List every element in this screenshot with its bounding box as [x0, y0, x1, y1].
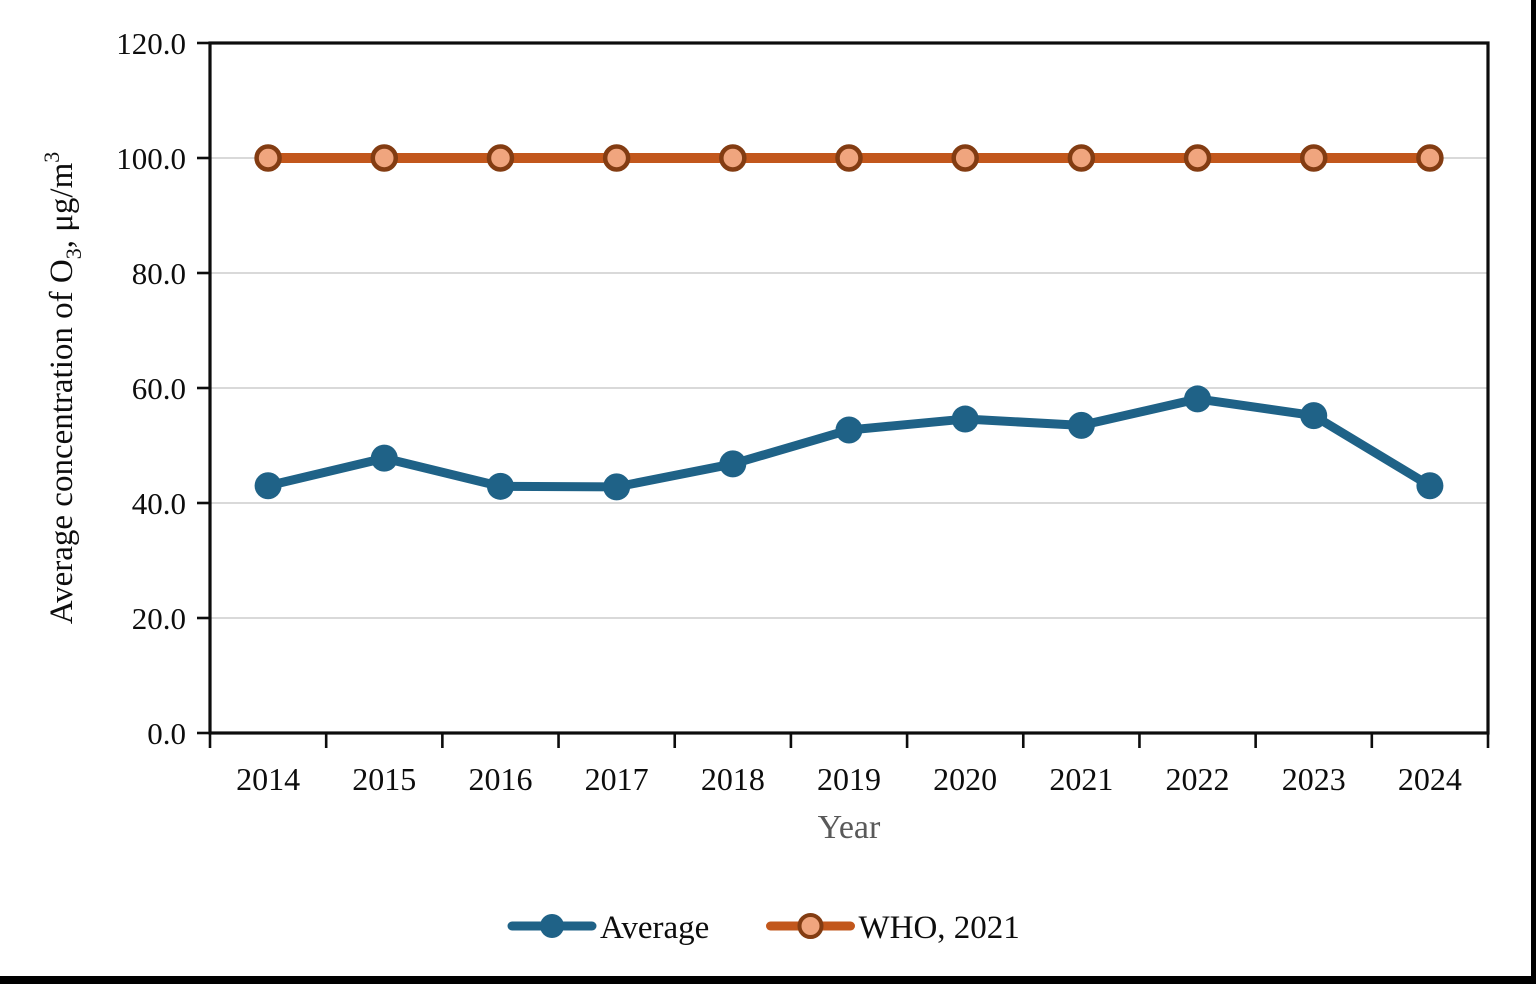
x-tick-label: 2018 — [701, 761, 765, 797]
legend-marker-average — [540, 914, 564, 938]
legend-item-who-2021: WHO, 2021 — [766, 910, 1020, 946]
y-tick-label: 0.0 — [147, 716, 186, 751]
y-tick-label: 20.0 — [132, 601, 186, 636]
legend-label-who-2021: WHO, 2021 — [859, 910, 1020, 946]
x-tick-label: 2015 — [352, 761, 416, 797]
x-tick-label: 2014 — [236, 761, 300, 797]
y-axis-title: Average concentration of O3, μg/m3 — [39, 152, 86, 625]
x-tick-label: 2017 — [585, 761, 649, 797]
x-tick-label: 2020 — [933, 761, 997, 797]
x-tick-label: 2022 — [1166, 761, 1230, 797]
y-tick-label: 120.0 — [116, 26, 186, 61]
data-point-average — [1184, 385, 1212, 413]
data-point-who-2021 — [254, 144, 282, 172]
data-point-who-2021 — [719, 144, 747, 172]
legend-item-average: Average — [507, 910, 709, 946]
data-point-who-2021 — [486, 144, 515, 172]
plot-border — [208, 41, 1490, 735]
data-point-average — [254, 472, 282, 500]
x-tick-label: 2021 — [1049, 761, 1113, 797]
legend-marker-who-2021 — [797, 913, 824, 939]
data-point-average — [835, 416, 863, 444]
data-point-who-2021 — [1416, 144, 1444, 172]
data-point-average — [719, 450, 747, 478]
x-axis-title: Year — [818, 809, 881, 846]
screen-edge-bar-right — [1531, 0, 1536, 984]
x-tick-label: 2019 — [817, 761, 881, 797]
screen-edge-bar-bottom — [0, 976, 1536, 984]
data-point-who-2021 — [370, 144, 399, 172]
y-tick-label: 60.0 — [132, 371, 186, 406]
y-tick-label: 40.0 — [132, 486, 186, 521]
data-point-average — [1416, 472, 1444, 500]
data-point-who-2021 — [951, 144, 979, 172]
x-tick-label: 2024 — [1398, 761, 1462, 797]
data-point-average — [1067, 411, 1095, 439]
data-point-who-2021 — [602, 144, 631, 172]
y-tick-label: 100.0 — [116, 141, 186, 176]
data-point-who-2021 — [1299, 144, 1328, 172]
data-point-who-2021 — [1183, 144, 1212, 172]
y-tick-label: 80.0 — [132, 256, 186, 291]
data-point-who-2021 — [1067, 144, 1096, 172]
legend-label-average: Average — [600, 910, 709, 946]
data-point-average — [951, 405, 979, 433]
x-tick-label: 2016 — [468, 761, 532, 797]
data-point-average — [603, 473, 631, 501]
data-point-average — [370, 444, 398, 472]
data-point-average — [486, 472, 514, 500]
data-point-average — [1300, 402, 1328, 430]
x-tick-label: 2023 — [1282, 761, 1346, 797]
data-point-who-2021 — [835, 144, 863, 172]
